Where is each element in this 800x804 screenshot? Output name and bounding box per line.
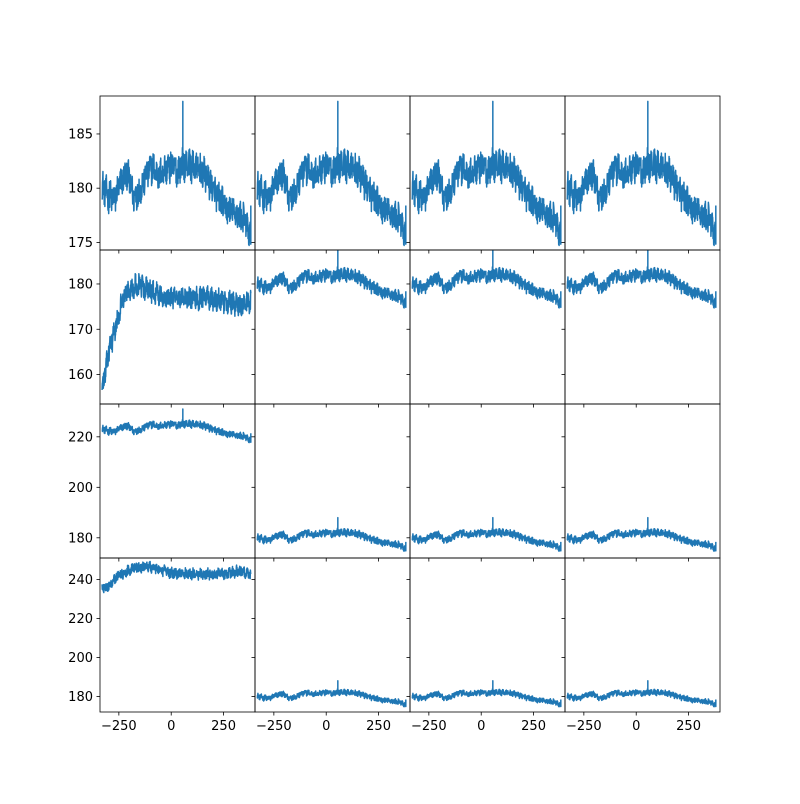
series-line-A bbox=[566, 250, 717, 309]
panel-r0-c1 bbox=[251, 95, 411, 254]
y-tick-label: 220 bbox=[68, 612, 93, 627]
x-tick-label: −250 bbox=[566, 719, 602, 734]
y-tick-label: 240 bbox=[68, 573, 93, 588]
y-tick-label: 180 bbox=[68, 182, 93, 197]
series-line-C bbox=[101, 560, 252, 594]
series-line-B bbox=[101, 272, 252, 391]
panel-r2-c0: 180 200 220 bbox=[68, 403, 256, 562]
series-line-A bbox=[256, 516, 407, 552]
y-tick-label: 200 bbox=[68, 481, 93, 496]
y-tick-label: 180 bbox=[68, 531, 93, 546]
x-tick-label: 0 bbox=[167, 719, 175, 734]
y-tick-label: 200 bbox=[68, 651, 93, 666]
panel-frame bbox=[564, 557, 721, 713]
series-line-A bbox=[256, 100, 407, 247]
panel-r2-c3 bbox=[561, 403, 721, 562]
panel-r2-c1 bbox=[251, 403, 411, 562]
panel-r3-c0: 180 200 220 240 −250 0 250 bbox=[68, 557, 256, 734]
y-tick-label: 180 bbox=[68, 690, 93, 705]
x-tick-label: 250 bbox=[211, 719, 236, 734]
panel-r1-c3 bbox=[561, 249, 721, 408]
panel-r1-c2 bbox=[406, 249, 566, 408]
series-line-A bbox=[411, 250, 562, 309]
x-tick-label: 0 bbox=[632, 719, 640, 734]
series-line-A bbox=[411, 680, 562, 708]
x-tick-label: 250 bbox=[521, 719, 546, 734]
panel-r3-c2: −250 0 250 bbox=[406, 557, 566, 734]
series-line-A bbox=[101, 408, 252, 444]
x-tick-label: 250 bbox=[366, 719, 391, 734]
y-tick-label: 175 bbox=[68, 236, 93, 251]
series-line-A bbox=[411, 516, 562, 552]
panel-r3-c1: −250 0 250 bbox=[251, 557, 411, 734]
x-tick-label: 0 bbox=[477, 719, 485, 734]
panel-frame bbox=[254, 557, 411, 713]
series-line-A bbox=[566, 680, 717, 708]
y-tick-label: 170 bbox=[68, 323, 93, 338]
panel-r0-c0: 175 180 185 bbox=[68, 95, 256, 254]
panel-r3-c3: −250 0 250 bbox=[561, 557, 721, 734]
y-tick-label: 160 bbox=[68, 368, 93, 383]
series-line-A bbox=[566, 516, 717, 552]
x-tick-label: 250 bbox=[676, 719, 701, 734]
y-tick-label: 180 bbox=[68, 277, 93, 292]
y-tick-label: 220 bbox=[68, 430, 93, 445]
x-tick-label: −250 bbox=[101, 719, 137, 734]
panel-r1-c0: 160 170 180 bbox=[68, 249, 256, 408]
panel-r1-c1 bbox=[251, 249, 411, 408]
panel-r0-c3 bbox=[561, 95, 721, 254]
x-tick-label: −250 bbox=[256, 719, 292, 734]
series-line-A bbox=[101, 100, 252, 247]
panel-frame bbox=[409, 557, 566, 713]
x-tick-label: 0 bbox=[322, 719, 330, 734]
series-line-A bbox=[566, 100, 717, 247]
series-line-A bbox=[411, 100, 562, 247]
panel-r0-c2 bbox=[406, 95, 566, 254]
x-tick-label: −250 bbox=[411, 719, 447, 734]
panel-r2-c2 bbox=[406, 403, 566, 562]
panel-frame bbox=[99, 557, 256, 713]
y-tick-label: 185 bbox=[68, 127, 93, 142]
series-line-A bbox=[256, 250, 407, 309]
series-line-A bbox=[256, 680, 407, 708]
panel-frame bbox=[99, 249, 256, 405]
